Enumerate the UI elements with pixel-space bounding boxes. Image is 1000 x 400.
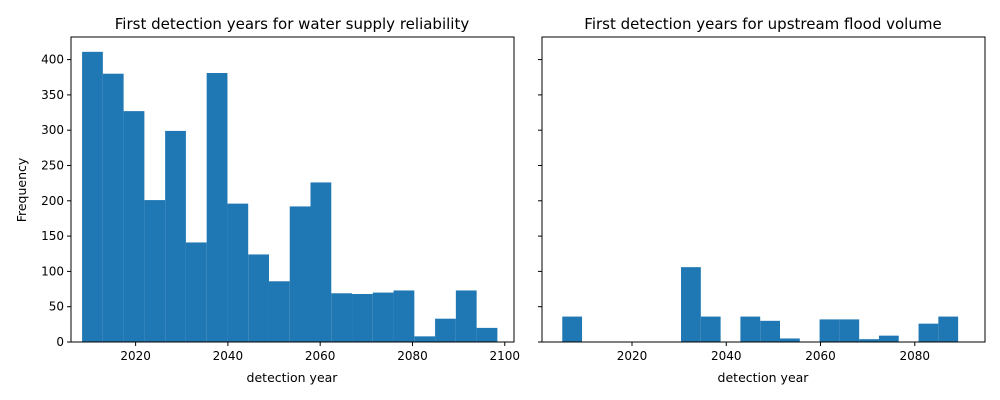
y-axis-label: Frequency [14, 157, 29, 222]
histogram-bar [268, 281, 290, 342]
axes-frame [541, 36, 986, 343]
y-tick-label: 300 [41, 123, 64, 137]
histogram-bar [393, 290, 415, 342]
histogram-bar [123, 111, 145, 342]
histogram-bar [372, 292, 394, 342]
x-tick-label: 2060 [805, 349, 836, 363]
y-tick-label: 0 [56, 335, 64, 349]
histogram-bar [414, 336, 436, 342]
histogram-bar [435, 318, 456, 342]
histogram-bar [165, 130, 186, 342]
histogram-bar [819, 319, 840, 342]
histogram-bar [352, 293, 373, 342]
x-tick-label: 2060 [305, 349, 336, 363]
histogram-bar [144, 200, 166, 342]
histogram-bar [310, 182, 332, 342]
x-tick-label: 2100 [489, 349, 520, 363]
histogram-bar [918, 323, 939, 342]
histogram-bar [206, 73, 228, 342]
histogram-bar [455, 290, 477, 342]
x-tick-label: 2020 [120, 349, 151, 363]
y-tick-label: 250 [41, 158, 64, 172]
histogram-bar [102, 73, 124, 343]
x-tick-label: 2020 [617, 349, 648, 363]
x-axis-label: detection year [247, 370, 339, 385]
histogram-bar [839, 319, 860, 342]
y-tick-label: 50 [49, 300, 64, 314]
histogram-bar [331, 293, 353, 342]
histogram-bar [227, 203, 249, 342]
histogram-bar [185, 242, 207, 342]
histogram-bar [562, 316, 583, 342]
chart-title: First detection years for upstream flood… [584, 15, 941, 33]
y-tick-label: 400 [41, 53, 64, 67]
y-tick-label: 150 [41, 229, 64, 243]
y-tick-label: 350 [41, 88, 64, 102]
histogram-bar [760, 320, 780, 342]
histogram-bar [859, 339, 879, 342]
histogram-bar [476, 327, 498, 342]
x-tick-label: 2080 [397, 349, 428, 363]
histogram-panel-water-supply: First detection years for water supply r… [14, 15, 520, 385]
histogram-bar [938, 316, 959, 342]
histogram-bar [681, 267, 701, 342]
chart-title: First detection years for water supply r… [115, 15, 470, 33]
axes-frame [70, 36, 515, 343]
histogram-bar [700, 316, 721, 342]
x-tick-label: 2040 [711, 349, 742, 363]
x-tick-label: 2080 [900, 349, 931, 363]
y-tick-label: 100 [41, 264, 64, 278]
histogram-bar [878, 335, 899, 342]
histogram-bar [82, 51, 103, 342]
histogram-bar [740, 316, 761, 342]
x-tick-label: 2040 [213, 349, 244, 363]
histogram-bar [289, 206, 311, 342]
x-axis-label: detection year [718, 370, 810, 385]
y-tick-label: 200 [41, 194, 64, 208]
histogram-panel-upstream-flood: First detection years for upstream flood… [538, 15, 986, 385]
histogram-bar [248, 254, 269, 342]
histogram-bar [779, 338, 800, 342]
